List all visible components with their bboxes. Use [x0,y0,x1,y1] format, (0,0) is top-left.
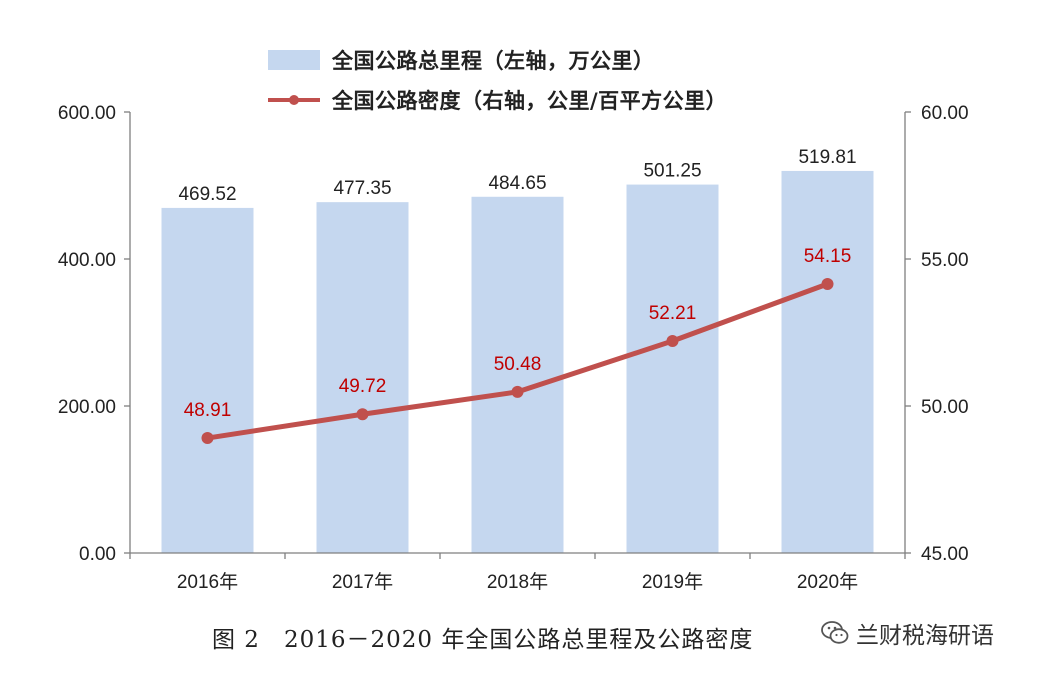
line-series [201,277,834,445]
line-value-label: 49.72 [339,376,387,397]
right-tick-label: 50.00 [921,397,969,418]
x-tick-label: 2019年 [642,571,703,593]
left-tick-label: 0.00 [79,544,116,565]
chart: 0.00 200.00 400.00 600.00 45.00 50.00 55.00 60.… [58,103,969,593]
bar-value-label: 501.25 [643,161,701,182]
figure-caption: 图 2 2016－2020 年全国公路总里程及公路密度 [212,627,754,653]
line-value-label: 50.48 [494,354,542,375]
right-tick-label: 45.00 [921,544,969,565]
legend: 全国公路总里程（左轴，万公里） 全国公路密度（右轴，公里/百平方公里） [268,40,727,120]
watermark-text: 兰财税海研语 [856,623,994,649]
bar-value-label: 519.81 [798,147,856,168]
bar-value-label: 477.35 [333,178,391,199]
bar [626,184,719,554]
line-value-label: 48.91 [184,400,232,421]
bar [316,202,409,553]
density-point [821,277,834,290]
legend-bar-swatch [268,50,320,70]
bar-value-label: 469.52 [178,184,236,205]
bar [471,196,564,553]
density-point [356,408,369,421]
right-tick-label: 60.00 [921,103,969,124]
left-tick-label: 400.00 [58,250,116,271]
legend-item-line: 全国公路密度（右轴，公里/百平方公里） [268,80,727,120]
legend-bar-label: 全国公路总里程（左轴，万公里） [332,49,655,73]
x-tick-label: 2018年 [487,571,548,593]
line-value-label: 52.21 [649,303,697,324]
density-point [201,432,214,445]
line-value-label: 54.15 [804,246,852,267]
bar [161,207,254,553]
legend-line-swatch [268,90,320,110]
density-point [511,385,524,398]
axes: 0.00 200.00 400.00 600.00 45.00 50.00 55.00 60.… [58,103,969,593]
x-tick-label: 2016年 [177,571,238,593]
watermark: 兰财税海研语 [820,616,994,650]
left-tick-label: 200.00 [58,397,116,418]
data-labels: 469.52 477.35 484.65 501.25 519.81 48.91 49.72… [178,147,856,421]
bar-series [161,170,874,554]
legend-item-bar: 全国公路总里程（左轴，万公里） [268,40,727,80]
density-point [666,335,679,348]
bar [781,170,874,554]
wechat-icon [821,621,849,644]
legend-line-label: 全国公路密度（右轴，公里/百平方公里） [332,89,728,113]
bar-value-label: 484.65 [488,173,546,194]
x-tick-label: 2017年 [332,571,393,593]
right-tick-label: 55.00 [921,250,969,271]
left-tick-label: 600.00 [58,103,116,124]
x-tick-label: 2020年 [797,571,858,593]
